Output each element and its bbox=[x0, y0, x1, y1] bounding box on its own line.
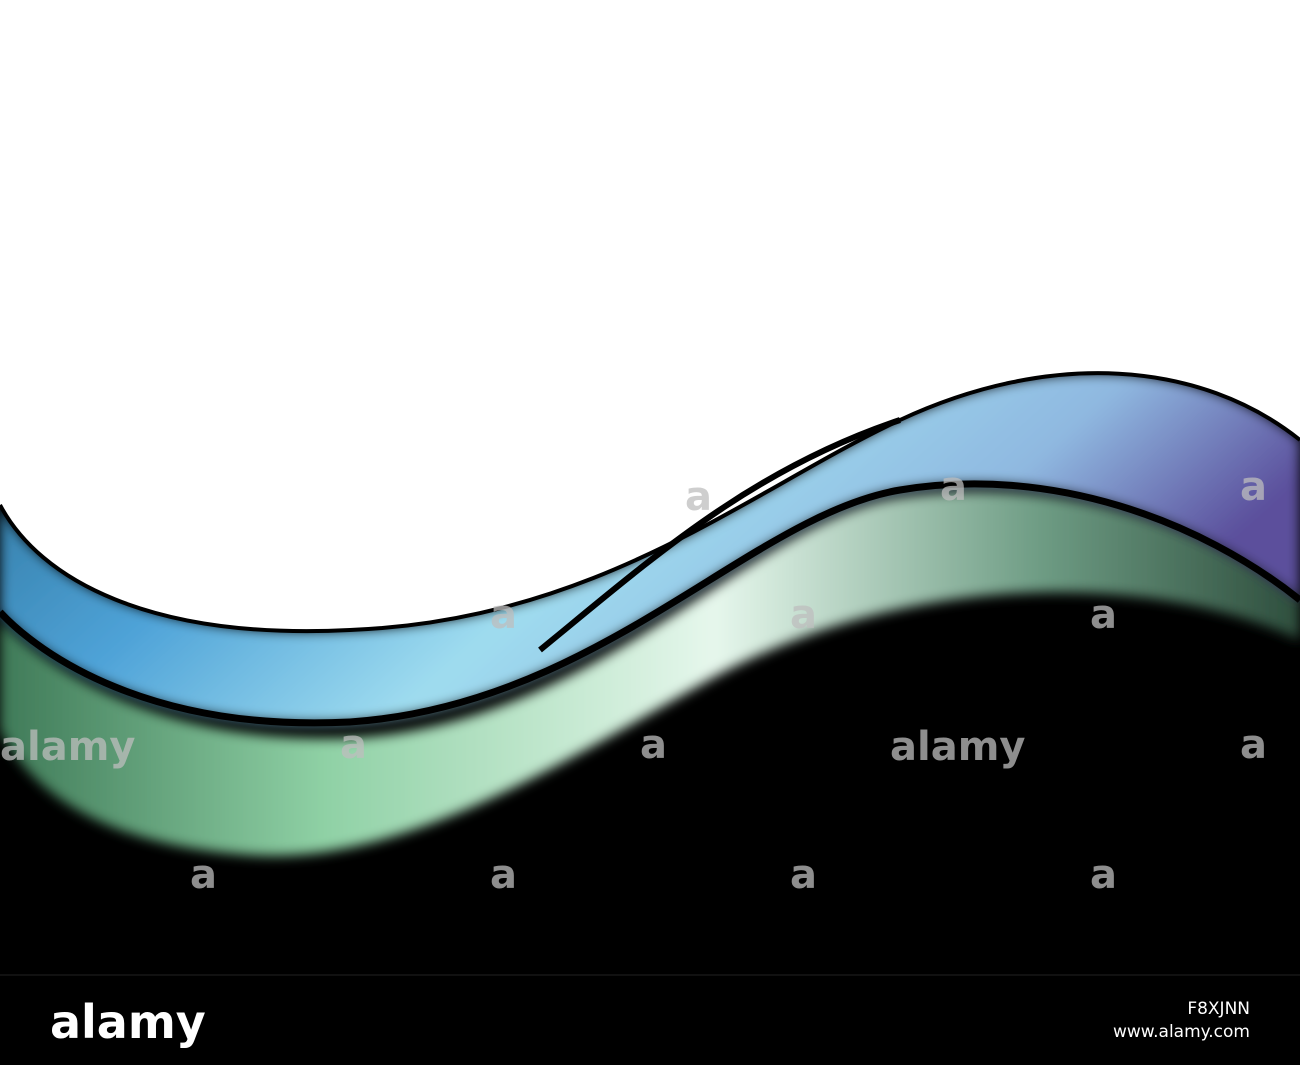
inner-ribbon bbox=[538, 417, 901, 653]
watermark: a bbox=[940, 464, 967, 510]
watermark: a bbox=[1090, 852, 1117, 898]
watermark: alamy bbox=[890, 724, 1025, 770]
watermark: a bbox=[490, 592, 517, 638]
watermark: alamy bbox=[0, 724, 135, 770]
watermark: a bbox=[1090, 592, 1117, 638]
green-wave bbox=[0, 491, 1300, 856]
website: www.alamy.com bbox=[1113, 1022, 1250, 1042]
watermark: a bbox=[1240, 464, 1267, 510]
watermark: a bbox=[790, 592, 817, 638]
watermark: a bbox=[640, 722, 667, 768]
watermark: a bbox=[190, 852, 217, 898]
footer-bar bbox=[0, 975, 1300, 1065]
white-area bbox=[0, 0, 1300, 632]
watermark: a bbox=[490, 852, 517, 898]
watermark: a bbox=[685, 474, 712, 520]
blue-wave bbox=[0, 373, 1300, 723]
watermark: a bbox=[790, 852, 817, 898]
wave-edge bbox=[0, 480, 1300, 727]
image-id: F8XJNN bbox=[1187, 999, 1250, 1019]
watermark: a bbox=[340, 722, 367, 768]
footer-logo: alamy bbox=[50, 995, 206, 1049]
watermark: a bbox=[1240, 722, 1267, 768]
watermarks: alamy alamy a a a a a a a a a a a a a bbox=[0, 464, 1267, 898]
